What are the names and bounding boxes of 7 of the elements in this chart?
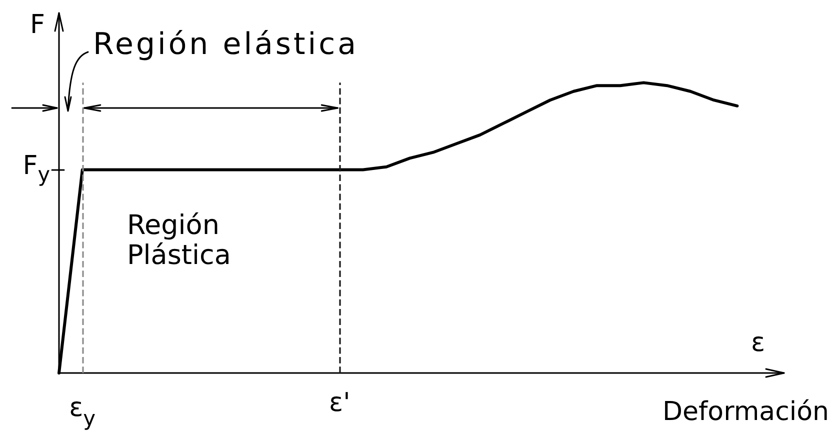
text: Región elástica: [93, 27, 359, 62]
x-tick-label: ε': [329, 388, 350, 418]
text: F$_{y}$: [22, 151, 50, 186]
x-axis-title: ε: [750, 328, 766, 358]
y-axis-title: F: [30, 10, 45, 40]
annotation: Región Plástica: [127, 210, 232, 271]
text: Deformación: [662, 397, 829, 427]
